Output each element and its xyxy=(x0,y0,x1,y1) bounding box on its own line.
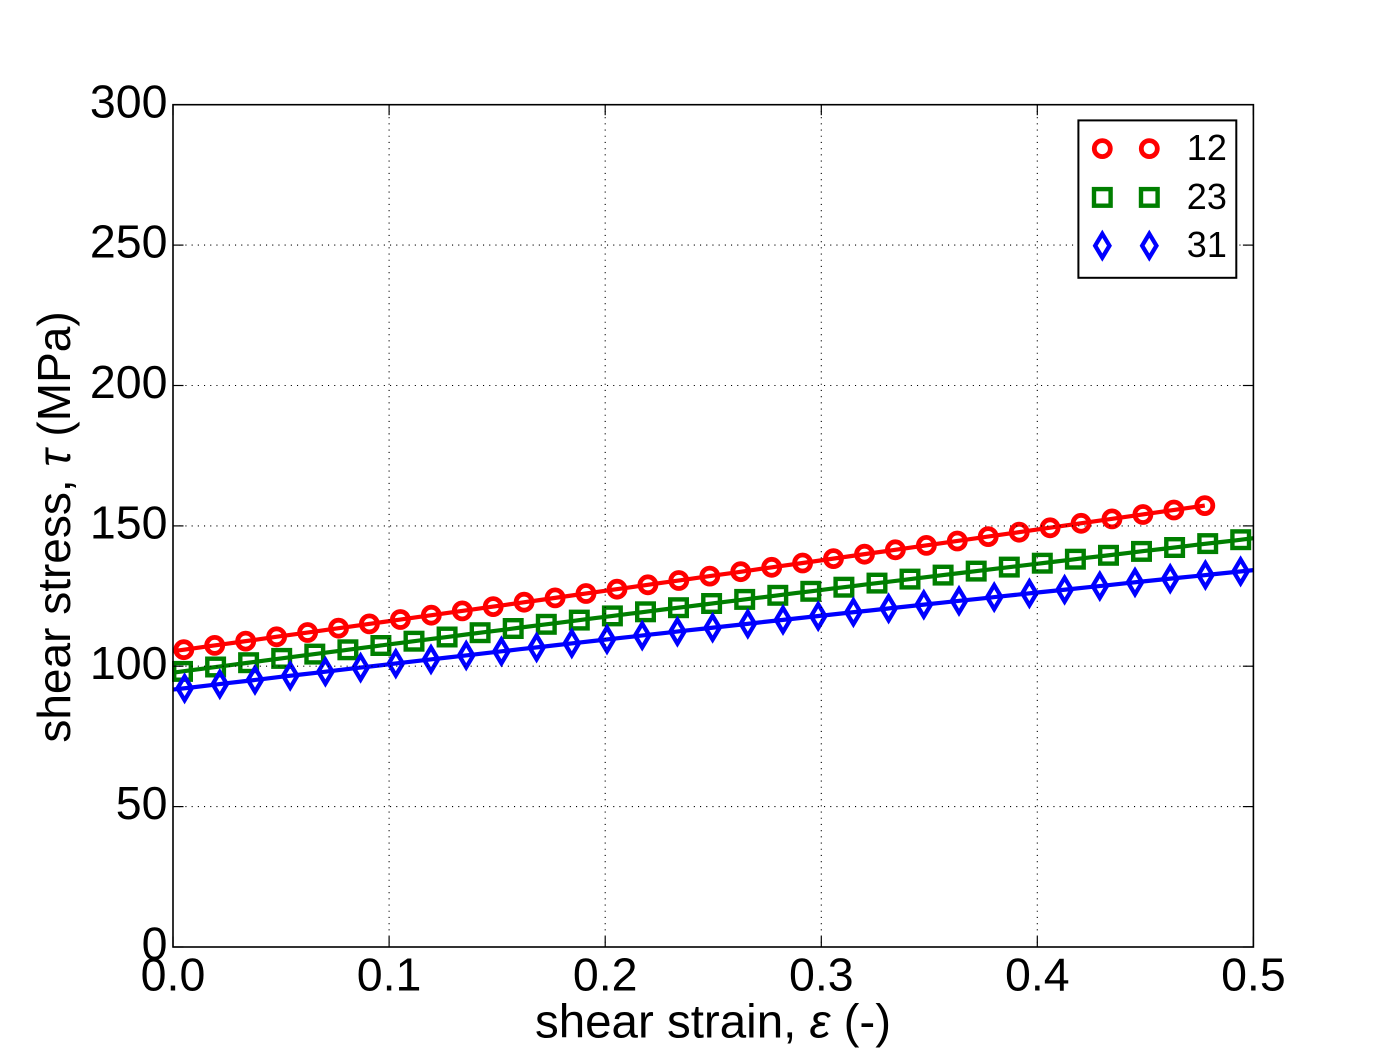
svg-text:23: 23 xyxy=(1187,176,1227,217)
svg-text:100: 100 xyxy=(90,637,168,689)
svg-text:300: 300 xyxy=(90,75,168,127)
svg-text:shear strain, ε (-): shear strain, ε (-) xyxy=(535,996,891,1049)
svg-text:200: 200 xyxy=(90,356,168,408)
svg-text:0.3: 0.3 xyxy=(789,949,854,1001)
svg-text:50: 50 xyxy=(116,777,168,829)
svg-text:12: 12 xyxy=(1187,127,1227,168)
svg-text:0.5: 0.5 xyxy=(1221,949,1286,1001)
svg-text:0.1: 0.1 xyxy=(357,949,422,1001)
svg-text:0.0: 0.0 xyxy=(141,949,206,1001)
svg-text:250: 250 xyxy=(90,216,168,268)
svg-text:31: 31 xyxy=(1187,224,1227,265)
svg-text:0.4: 0.4 xyxy=(1005,949,1070,1001)
svg-text:0.2: 0.2 xyxy=(573,949,638,1001)
svg-text:0: 0 xyxy=(142,918,168,970)
svg-text:shear stress, τ (MPa): shear stress, τ (MPa) xyxy=(28,311,80,742)
svg-text:150: 150 xyxy=(90,497,168,549)
